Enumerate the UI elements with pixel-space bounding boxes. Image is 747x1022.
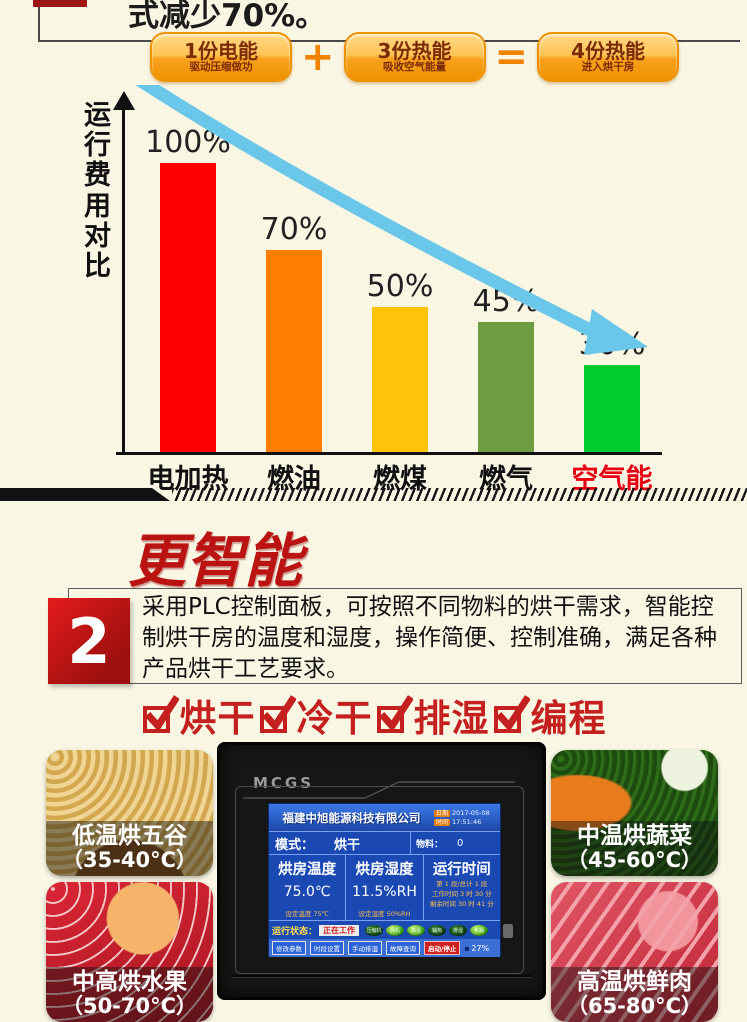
led-indicator: 排湿 [449, 924, 468, 936]
mode-label: 模式： [275, 837, 315, 853]
bar-value-label: 45% [472, 284, 540, 319]
y-axis-label: 运行费用对比 [84, 100, 111, 283]
datetime-block: 日期 2017-05-08 时间 17:51:46 [434, 809, 500, 827]
start-stop-button[interactable]: 启动/停止 [424, 941, 461, 955]
feature-item: 烘干 [141, 688, 256, 742]
bar-airenergy [584, 365, 640, 452]
temperature-value: 75.0℃ [283, 884, 331, 900]
food-card-label: 高温烘鲜肉 （65-80°C） [551, 966, 718, 1022]
screen-header: 福建中旭能源科技有限公司 日期 2017-05-08 时间 17:51:46 [269, 804, 500, 831]
energy-formula: 1份电能 驱动压缩做功 + 3份热能 吸收空气能量 = 4份热能 进入烘干房 [150, 32, 680, 82]
bar-coal [372, 307, 428, 452]
button-row: 修改参数 时段设置 手动排湿 故障查询 启动/停止 27% [269, 939, 500, 957]
temperature-column: 烘房温度 75.0℃ 设定温度 75℃ [269, 855, 347, 920]
led-indicator: 风机 [386, 924, 405, 936]
previous-section-number-bar [33, 0, 87, 7]
screen-button[interactable]: 修改参数 [272, 941, 306, 955]
food-card-label: 低温烘五谷 （35-40°C） [46, 820, 213, 876]
led-indicator: 辅热 [428, 924, 447, 936]
food-card-label: 中高烘水果 （50-70°C） [46, 966, 213, 1022]
feature-item: 编程 [492, 688, 607, 742]
food-card-grains: 低温烘五谷 （35-40°C） [46, 750, 213, 876]
bar-value-label: 50% [366, 269, 434, 304]
previous-section-text: 式减少70%。 [128, 0, 327, 34]
feature-list: 烘干 冷干 排湿 编程 [0, 688, 747, 742]
x-axis [116, 452, 662, 455]
date-value: 2017-05-08 [452, 808, 490, 817]
bar-value-label: 30% [578, 327, 646, 362]
y-axis-arrowhead [113, 91, 135, 110]
feature-item: 冷干 [258, 688, 373, 742]
plc-control-panel: MCGS 福建中旭能源科技有限公司 日期 2017-05-08 时间 17:51:4… [217, 742, 546, 1000]
plc-touchscreen: 福建中旭能源科技有限公司 日期 2017-05-08 时间 17:51:46 模式：… [268, 803, 501, 957]
material-value: 0 [457, 837, 464, 849]
section2-body-text: 采用PLC控制面板，可按照不同物料的烘干需求，智能控制烘干房的温度和湿度，操作简… [142, 594, 717, 682]
chart-bars: 100% 70% 50% 45% 30% [135, 85, 665, 452]
status-value: 正在工作 [319, 924, 360, 936]
cost-comparison-chart: 运行费用对比 100% 70% 50% 45% 30% 电加热 燃油 燃煤 燃气… [0, 85, 747, 495]
mode-value: 烘干 [334, 837, 361, 853]
checkbox-check-icon [376, 695, 413, 733]
panel-side-button[interactable] [503, 924, 513, 938]
food-card-fruit: 中高烘水果 （50-70°C） [46, 882, 213, 1022]
feature-item: 排湿 [375, 688, 490, 742]
indicator-leds: 压缩机 风机 除湿 辅热 排湿 化霜 [365, 924, 489, 936]
led-indicator: 除湿 [407, 924, 426, 936]
food-card-label: 中温烘蔬菜 （45-60°C） [551, 820, 718, 876]
badge-electric-energy: 1份电能 驱动压缩做功 [150, 32, 292, 82]
badge-total-heat: 4份热能 进入烘干房 [537, 32, 680, 82]
bar-value-label: 70% [260, 212, 328, 247]
company-name: 福建中旭能源科技有限公司 [282, 810, 421, 825]
bar-value-label: 100% [145, 125, 231, 160]
section2-title: 更智能 [128, 527, 303, 595]
y-axis [122, 107, 125, 453]
readout-columns: 烘房温度 75.0℃ 设定温度 75℃ 烘房湿度 11.5%RH 设定湿度 50… [269, 854, 500, 920]
bar-gas [478, 322, 534, 452]
status-row: 运行状态： 正在工作 压缩机 风机 除湿 辅热 排湿 化霜 [269, 920, 500, 939]
time-label: 时间 [434, 818, 451, 826]
runtime-column: 运行时间 第 1 段/总计 1 段 工作时间 3 时 30 分 剩余时间 30 … [429, 862, 494, 909]
checkbox-check-icon [493, 695, 530, 733]
section-divider [0, 488, 747, 501]
panel-groove [231, 975, 532, 978]
food-card-meat: 高温烘鲜肉 （65-80°C） [551, 882, 718, 1022]
material-label: 物料： [416, 839, 444, 850]
time-value: 17:51:46 [452, 817, 482, 826]
food-card-vegetables: 中温烘蔬菜 （45-60°C） [551, 750, 718, 876]
led-indicator: 化霜 [470, 924, 489, 936]
date-label: 日期 [434, 809, 451, 817]
status-label: 运行状态： [272, 926, 318, 937]
screen-button[interactable]: 故障查询 [386, 941, 420, 955]
badge-heat-energy: 3份热能 吸收空气能量 [343, 32, 486, 82]
equals-operator: = [494, 34, 529, 80]
panel-inner-frame [235, 786, 524, 974]
bar-electric [160, 163, 216, 452]
checkbox-check-icon [142, 695, 179, 733]
humidity-column: 烘房湿度 11.5%RH 设定湿度 50%RH [346, 855, 424, 920]
checkbox-check-icon [259, 695, 296, 733]
led-indicator: 压缩机 [365, 924, 384, 936]
screen-button[interactable]: 时段设置 [310, 941, 344, 955]
screen-button[interactable]: 手动排湿 [348, 941, 382, 955]
humidity-value: 11.5%RH [352, 884, 417, 900]
section2-number-badge: 2 [48, 598, 130, 684]
plus-operator: + [301, 34, 335, 80]
mode-row: 模式： 烘干 物料： 0 [269, 831, 500, 854]
percent-readout: 27% [465, 944, 489, 953]
bar-oil [266, 250, 322, 452]
